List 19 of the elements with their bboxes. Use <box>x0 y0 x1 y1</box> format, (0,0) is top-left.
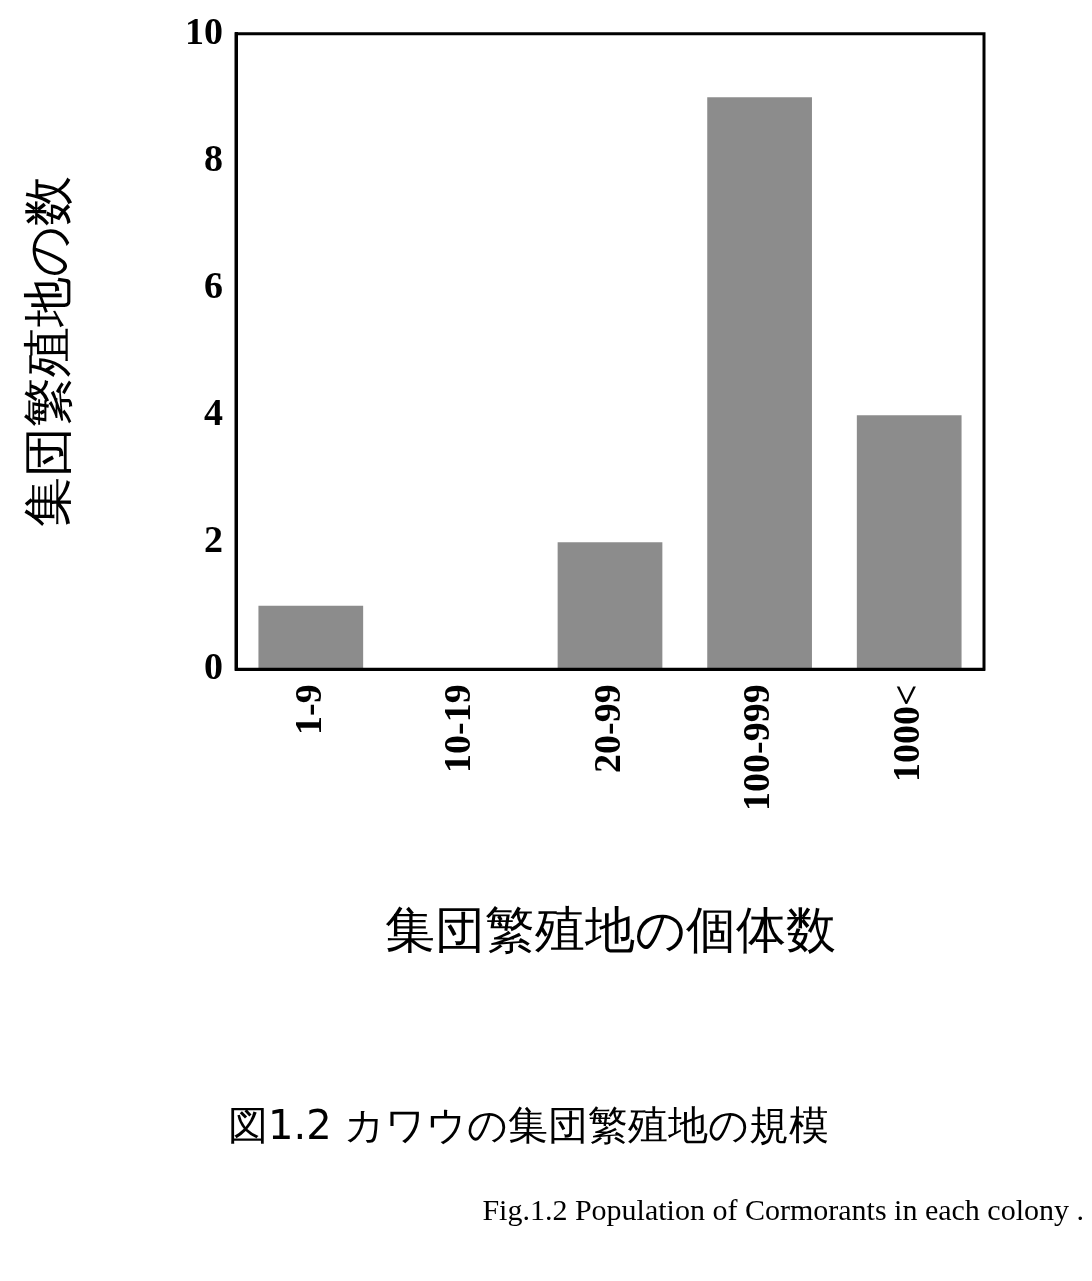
y-tick-label: 2 <box>204 518 223 561</box>
y-tick-label: 0 <box>204 645 223 688</box>
bar <box>258 605 364 670</box>
y-axis-title: 集団繁殖地の数 <box>18 176 77 528</box>
x-axis-title: 集団繁殖地の個体数 <box>384 900 836 959</box>
y-tick-label: 10 <box>185 9 223 52</box>
bar <box>707 97 812 670</box>
y-tick-label: 8 <box>204 136 223 179</box>
x-tick-label: 1000< <box>885 684 928 782</box>
x-tick-label: 100-999 <box>735 684 778 811</box>
bar <box>856 415 962 670</box>
y-tick-label: 6 <box>204 263 223 306</box>
x-tick-label: 20-99 <box>585 684 628 773</box>
caption: Fig.1.2 Population of Cormorants in each colony . <box>481 1193 1084 1227</box>
caption: 図1.2 カワウの集団繁殖地の規模 <box>228 1101 831 1150</box>
y-tick-label: 4 <box>204 390 223 433</box>
x-tick-label: 1-9 <box>286 684 329 735</box>
bar <box>557 542 663 670</box>
x-tick-label: 10-19 <box>436 684 479 773</box>
